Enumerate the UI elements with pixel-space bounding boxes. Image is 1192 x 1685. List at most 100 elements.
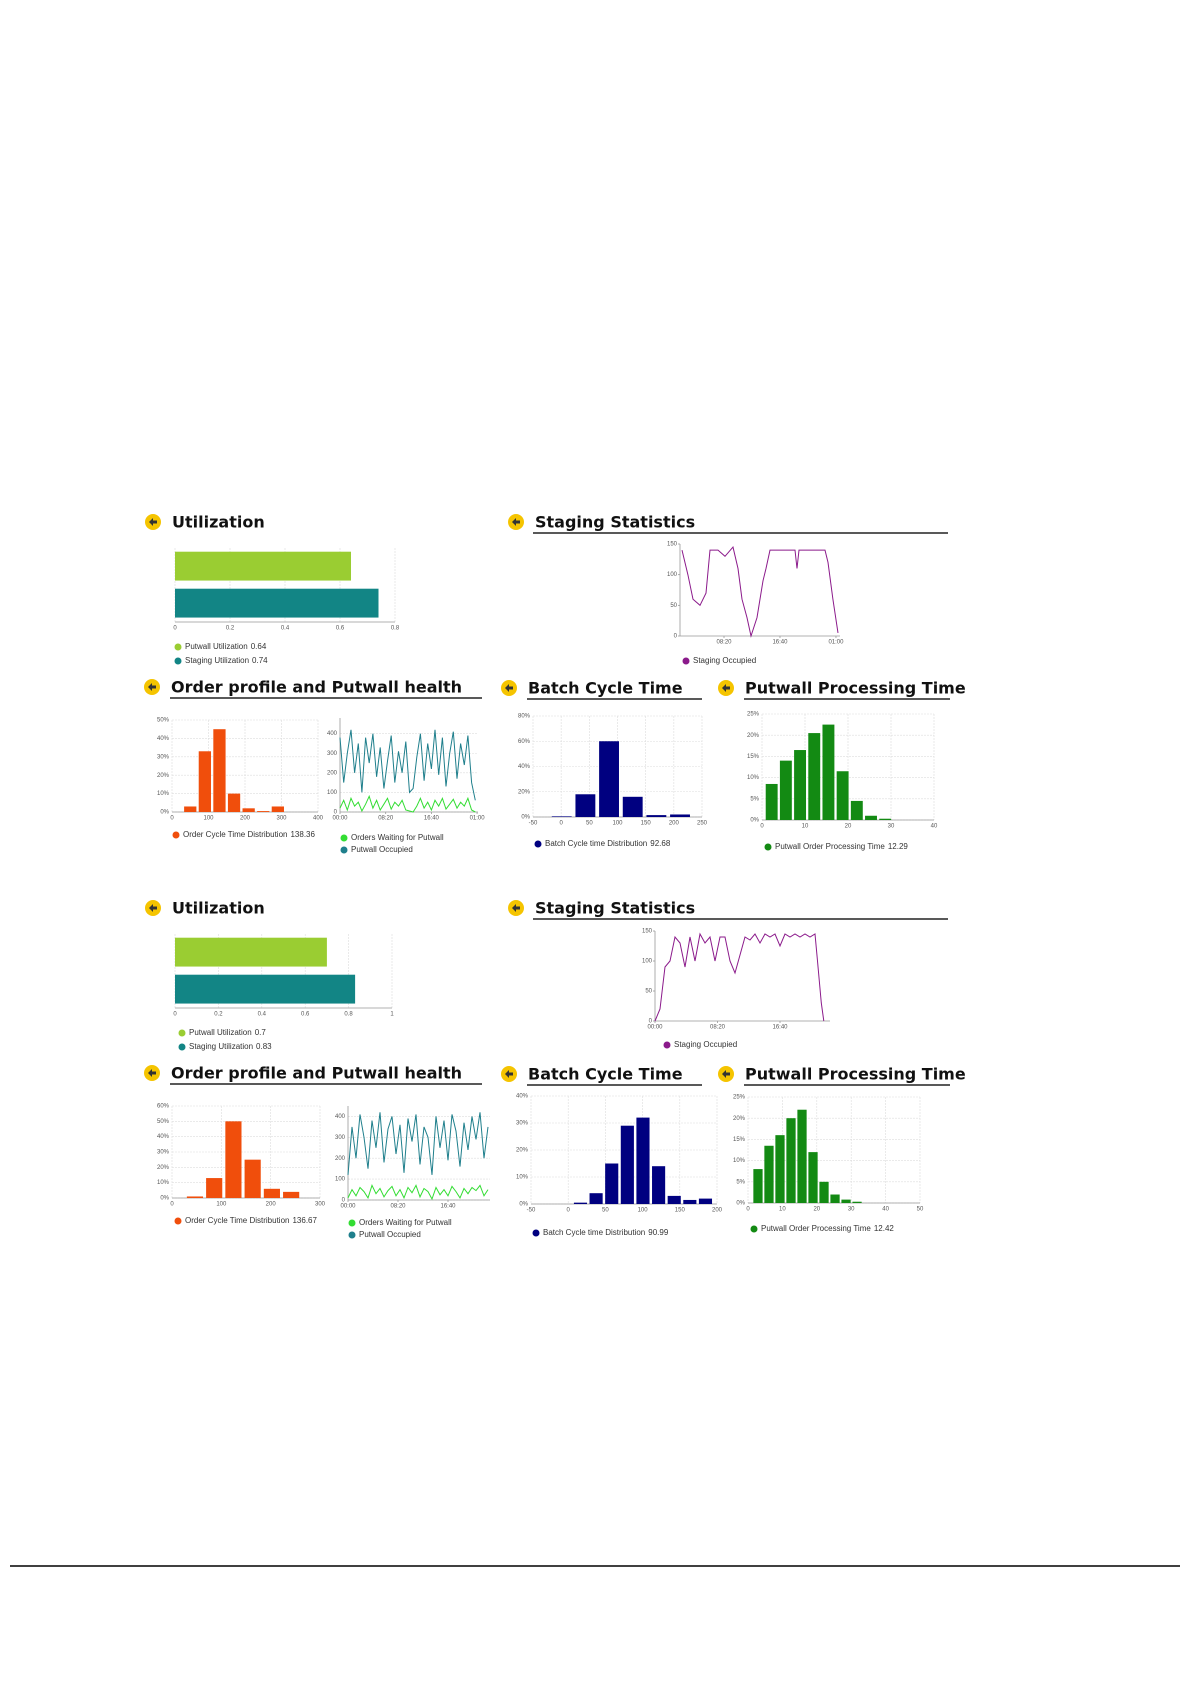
x-tick-label: 16:40 [424, 816, 440, 822]
y-tick-label: 0% [521, 815, 530, 821]
y-tick-label: 60% [518, 739, 531, 745]
legend-label: Putwall Order Processing Time [761, 1224, 871, 1233]
x-tick-label: 0 [559, 821, 563, 827]
y-tick-label: 60% [157, 1104, 170, 1110]
header-icon-arrow [148, 683, 156, 691]
x-tick-label: 0.4 [281, 626, 290, 632]
histogram-bar [865, 815, 877, 820]
legend-marker [532, 1229, 540, 1237]
histogram-bar [652, 1166, 666, 1204]
y-tick-label: 50% [157, 718, 170, 724]
histogram-bar [753, 1169, 763, 1203]
section-header: Staging Statistics [535, 899, 695, 918]
y-tick-label: 30% [157, 754, 170, 760]
histogram-bar [670, 814, 690, 817]
x-tick-label: 0 [173, 1012, 177, 1018]
histogram-bar [244, 1159, 261, 1198]
y-tick-label: 20% [733, 1116, 746, 1122]
x-tick-label: 10 [779, 1207, 786, 1213]
legend-value: 0.7 [255, 1028, 267, 1037]
histogram-bar [257, 811, 270, 812]
bar [175, 551, 351, 581]
legend-label: Orders Waiting for Putwall [359, 1218, 452, 1227]
y-tick-label: 10% [747, 775, 760, 781]
histogram-bar [589, 1193, 603, 1204]
x-tick-label: 150 [641, 821, 652, 827]
histogram-bar [794, 750, 807, 820]
legend-marker [340, 834, 348, 842]
x-tick-label: 200 [712, 1208, 723, 1214]
legend-label: Putwall Order Processing Time [775, 842, 885, 851]
histogram-bar [283, 1191, 300, 1198]
y-tick-label: 40% [518, 764, 531, 770]
y-tick-label: 30% [157, 1150, 170, 1156]
histogram-bar [683, 1199, 697, 1204]
header-icon-arrow [149, 904, 157, 912]
legend-marker [174, 643, 182, 651]
y-tick-label: 0% [736, 1201, 745, 1207]
y-tick-label: 10% [157, 791, 170, 797]
x-tick-label: 16:40 [772, 1025, 788, 1031]
header-icon-arrow [505, 684, 513, 692]
histogram-bar [879, 818, 892, 820]
histogram-bar [605, 1163, 619, 1204]
histogram-bar [808, 1152, 818, 1203]
y-tick-label: 20% [157, 1165, 170, 1171]
x-tick-label: 30 [848, 1207, 855, 1213]
section-header: Batch Cycle Time [528, 679, 683, 698]
x-tick-label: 250 [697, 821, 708, 827]
histogram-bar [620, 1125, 634, 1204]
y-tick-label: 0% [160, 810, 169, 816]
legend-value: 12.29 [888, 842, 909, 851]
line-series [654, 932, 825, 1022]
legend-label: Putwall Occupied [359, 1230, 421, 1239]
header-icon-arrow [512, 518, 520, 526]
y-tick-label: 20% [157, 773, 170, 779]
x-tick-label: 200 [669, 821, 680, 827]
x-tick-label: 0 [170, 1202, 174, 1208]
legend-label: Batch Cycle time Distribution [545, 839, 647, 848]
y-tick-label: 25% [733, 1095, 746, 1101]
y-tick-label: 0 [649, 1019, 653, 1025]
legend-label: Staging Utilization [185, 656, 249, 665]
bar [175, 937, 327, 967]
x-tick-label: 50 [586, 821, 593, 827]
histogram-bar [841, 1199, 851, 1203]
x-tick-label: 40 [882, 1207, 889, 1213]
histogram-bar [242, 808, 255, 812]
legend-marker [174, 657, 182, 665]
y-tick-label: 100 [667, 572, 678, 578]
x-tick-label: 0.8 [391, 626, 400, 632]
y-tick-label: 20% [747, 733, 760, 739]
legend-label: Order Cycle Time Distribution [185, 1216, 289, 1225]
x-tick-label: 100 [612, 821, 623, 827]
x-tick-label: -50 [527, 1208, 536, 1214]
histogram-bar [786, 1118, 796, 1203]
histogram-bar [263, 1188, 280, 1198]
legend-value: 136.67 [292, 1216, 317, 1225]
y-tick-label: 150 [642, 929, 653, 935]
legend-value: 0.74 [252, 656, 268, 665]
x-tick-label: 0.6 [301, 1012, 310, 1018]
header-icon-arrow [148, 1069, 156, 1077]
histogram-bar [667, 1195, 681, 1204]
y-tick-label: 0% [750, 818, 759, 824]
y-tick-label: 15% [733, 1137, 746, 1143]
x-tick-label: 08:20 [716, 640, 732, 646]
x-tick-label: 200 [266, 1202, 277, 1208]
histogram-bar [271, 806, 284, 812]
x-tick-label: 16:40 [772, 640, 788, 646]
histogram-bar [765, 783, 778, 820]
y-tick-label: 5% [736, 1179, 745, 1185]
x-tick-label: 0 [567, 1208, 571, 1214]
section-header: Staging Statistics [535, 513, 695, 532]
legend-marker [348, 1231, 356, 1239]
x-tick-label: 08:20 [378, 816, 394, 822]
y-tick-label: 10% [157, 1180, 170, 1186]
y-tick-label: 100 [327, 790, 338, 796]
x-tick-label: 0 [170, 816, 174, 822]
y-tick-label: 80% [518, 714, 531, 720]
section-header: Order profile and Putwall health [171, 678, 462, 697]
x-tick-label: 30 [888, 824, 895, 830]
